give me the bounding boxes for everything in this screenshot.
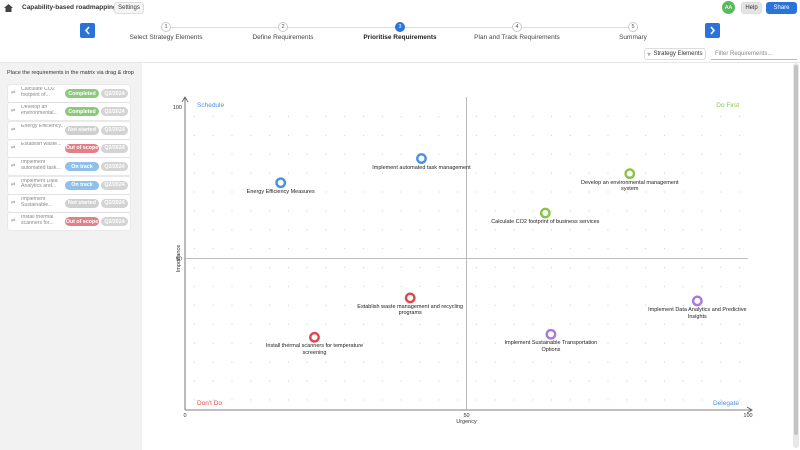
drag-handle: ⇄: [11, 108, 16, 115]
quadrant-label: Schedule: [197, 102, 224, 109]
x-tick-label: 100: [743, 413, 752, 419]
requirement-point: [691, 295, 703, 307]
instruction: Place the requirements in the matrix via…: [7, 70, 134, 76]
drag-handle: ⇄: [11, 90, 16, 96]
stepper: 1 Select Strategy Elements 2 Define Require…: [0, 20, 800, 44]
drag-handle: ⇄: [11, 218, 16, 225]
requirement-card[interactable]: ⇄ Implement Sustainable... Not started Q2/2…: [8, 194, 130, 212]
x-tick-label: 0: [183, 413, 186, 419]
filter-button[interactable]: ▿ Strategy Elements: [644, 48, 706, 60]
app-title: Capability-based roadmapping: [22, 4, 117, 11]
requirement-name: Install thermal scanners for...: [21, 215, 54, 227]
filter-button-label: Strategy Elements: [653, 51, 703, 57]
status-pill: Not started: [65, 198, 99, 208]
requirement-point: [275, 177, 287, 189]
drag-handle: ⇄: [11, 163, 16, 170]
requirement-card[interactable]: ⇄ Implement automated task... On track Q2/2…: [8, 158, 130, 176]
next-button[interactable]: [705, 23, 720, 38]
date-pill: Q2/2024: [101, 217, 128, 227]
requirement-name: Develop an environmental...: [21, 105, 58, 117]
requirement-card[interactable]: ⇄ Install thermal scanners for... Out of s…: [8, 213, 130, 231]
step-label[interactable]: Define Requirements: [252, 34, 314, 41]
date-pill: Q2/2024: [101, 162, 128, 172]
status-pill: Out of scope: [65, 217, 99, 227]
status-pill: Completed: [65, 107, 99, 117]
requirement-point: [416, 153, 427, 164]
point-label: Install thermal scanners for temperature…: [265, 343, 364, 356]
requirement-name: Implement Data Analytics and...: [21, 178, 58, 190]
requirement-point: [545, 328, 557, 340]
avatar[interactable]: AA: [722, 1, 735, 14]
top-bar: Capability-based roadmapping Settings AA…: [0, 0, 800, 17]
date-pill: Q2/2024: [101, 107, 128, 117]
status-pill: On track: [65, 180, 99, 190]
point-label: Calculate CO2 footprint of business serv…: [491, 219, 600, 226]
step-number[interactable]: 2: [278, 22, 288, 32]
status-pill: Completed: [65, 89, 99, 98]
date-pill: Q2/2024: [101, 198, 128, 208]
x-axis-label: Urgency: [456, 419, 477, 425]
quadrant-label: Do First: [716, 102, 739, 109]
date-pill: Q2/2024: [101, 125, 128, 135]
drag-handle: ⇄: [11, 199, 16, 206]
drag-handle: ⇄: [11, 126, 16, 133]
scrollbar[interactable]: [793, 63, 799, 448]
requirement-card[interactable]: ⇄ Energy Efficiency... Not started Q2/2024: [8, 121, 130, 139]
x-axis: [185, 406, 753, 414]
point-label: Implement Data Analytics and Predictive …: [648, 306, 747, 320]
x-tick-label: 50: [463, 413, 469, 419]
quadrant-label: Delegate: [713, 400, 739, 407]
requirement-card[interactable]: ⇄ Establish waste... Out of scope Q2/2024: [8, 139, 130, 157]
requirement-point: [624, 168, 636, 180]
requirement-card[interactable]: ⇄ Develop an environmental... Completed Q2/…: [8, 103, 130, 121]
step-label[interactable]: Prioritise Requirements: [363, 34, 437, 41]
point-label: Develop an environmental management syst…: [581, 179, 679, 193]
point-label: Establish waste management and recycling…: [357, 303, 464, 317]
divider: [0, 62, 800, 63]
requirement-name: Energy Efficiency...: [21, 123, 65, 129]
share-button[interactable]: Share: [766, 2, 797, 14]
help-button[interactable]: Help: [741, 2, 762, 14]
y-axis-label: Importance: [176, 245, 182, 273]
date-pill: Q2/2024: [101, 143, 128, 153]
y-tick-label: 100: [173, 105, 182, 111]
search-input[interactable]: Filter Requirements...: [711, 48, 797, 60]
home-icon[interactable]: [4, 4, 13, 12]
requirement-point: [404, 292, 416, 304]
status-pill: Not started: [65, 125, 99, 135]
drag-handle: ⇄: [11, 144, 16, 151]
y-tick-label: 50: [176, 257, 182, 263]
step-label[interactable]: Select Strategy Elements: [129, 34, 203, 41]
point-label: Implement automated task management: [372, 164, 471, 171]
step-number[interactable]: 1: [161, 22, 171, 32]
drag-handle: ⇄: [11, 181, 16, 188]
requirement-name: Establish waste...: [21, 141, 62, 147]
requirement-card[interactable]: ⇄ Implement Data Analytics and... On track…: [8, 176, 130, 194]
status-pill: Out of scope: [65, 143, 99, 153]
requirement-name: Implement Sustainable...: [21, 196, 53, 208]
point-label: Energy Efficiency Measures: [246, 188, 315, 195]
point-label: Implement Sustainable Transportation Opt…: [504, 340, 598, 353]
requirement-name: Calculate CO2 footprint of...: [21, 87, 55, 98]
y-axis: [181, 96, 189, 410]
status-pill: On track: [65, 162, 99, 172]
step-label[interactable]: Summary: [619, 34, 647, 41]
quadrant-label: Don't Do: [197, 400, 222, 407]
step-number[interactable]: 4: [512, 22, 522, 32]
prev-button[interactable]: [80, 23, 95, 38]
date-pill: Q2/2024: [101, 180, 128, 190]
requirement-point: [309, 331, 320, 343]
date-pill: Q2/2024: [101, 89, 128, 98]
step-number[interactable]: 3: [395, 22, 405, 32]
settings-button[interactable]: Settings: [114, 2, 144, 14]
sidebar: Place the requirements in the matrix via…: [0, 63, 142, 450]
requirement-point: [539, 207, 551, 219]
requirement-card[interactable]: ⇄ Calculate CO2 footprint of... Completed Q…: [8, 85, 130, 102]
step-label[interactable]: Plan and Track Requirements: [474, 34, 560, 41]
step-number[interactable]: 5: [628, 22, 638, 32]
requirement-name: Implement automated task...: [21, 160, 61, 172]
